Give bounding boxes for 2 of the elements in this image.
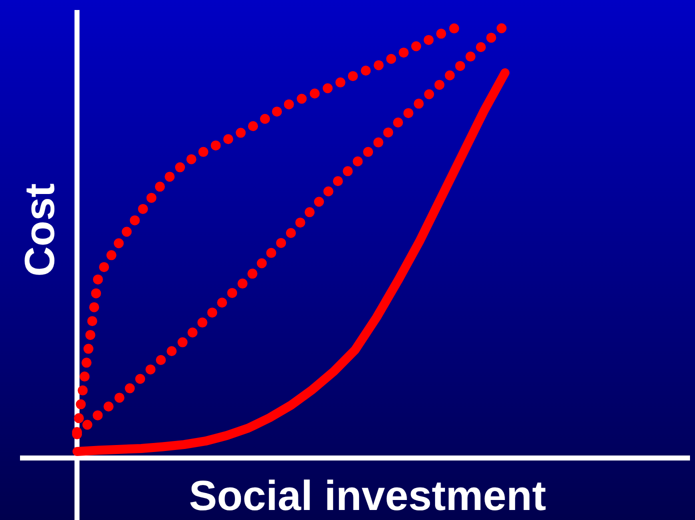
x-axis-title: Social investment	[188, 472, 548, 520]
y-axis-title: Cost	[16, 183, 64, 277]
